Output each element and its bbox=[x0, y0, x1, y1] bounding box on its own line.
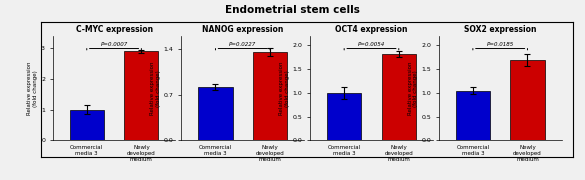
Text: P=0.0007: P=0.0007 bbox=[101, 42, 128, 48]
Title: NANOG expression: NANOG expression bbox=[202, 25, 284, 34]
Bar bbox=[70, 110, 104, 140]
Y-axis label: Relative expression
(fold change): Relative expression (fold change) bbox=[279, 61, 290, 115]
Bar bbox=[327, 93, 362, 140]
Title: OCT4 expression: OCT4 expression bbox=[335, 25, 408, 34]
Text: P=0.0227: P=0.0227 bbox=[229, 42, 256, 48]
Bar bbox=[253, 52, 287, 140]
Title: SOX2 expression: SOX2 expression bbox=[464, 25, 536, 34]
Y-axis label: Relative expression
(fold change): Relative expression (fold change) bbox=[150, 61, 161, 115]
Bar bbox=[381, 54, 416, 140]
Text: P=0.0185: P=0.0185 bbox=[487, 42, 514, 48]
Text: P=0.0054: P=0.0054 bbox=[358, 42, 385, 48]
Y-axis label: Relative expression
(fold change): Relative expression (fold change) bbox=[27, 61, 38, 115]
Y-axis label: Relative expression
(fold change): Relative expression (fold change) bbox=[408, 61, 418, 115]
Bar bbox=[510, 60, 545, 140]
Title: C-MYC expression: C-MYC expression bbox=[75, 25, 153, 34]
Bar bbox=[124, 51, 159, 140]
Bar bbox=[198, 87, 233, 140]
Text: Endometrial stem cells: Endometrial stem cells bbox=[225, 5, 360, 15]
Bar bbox=[456, 91, 490, 140]
